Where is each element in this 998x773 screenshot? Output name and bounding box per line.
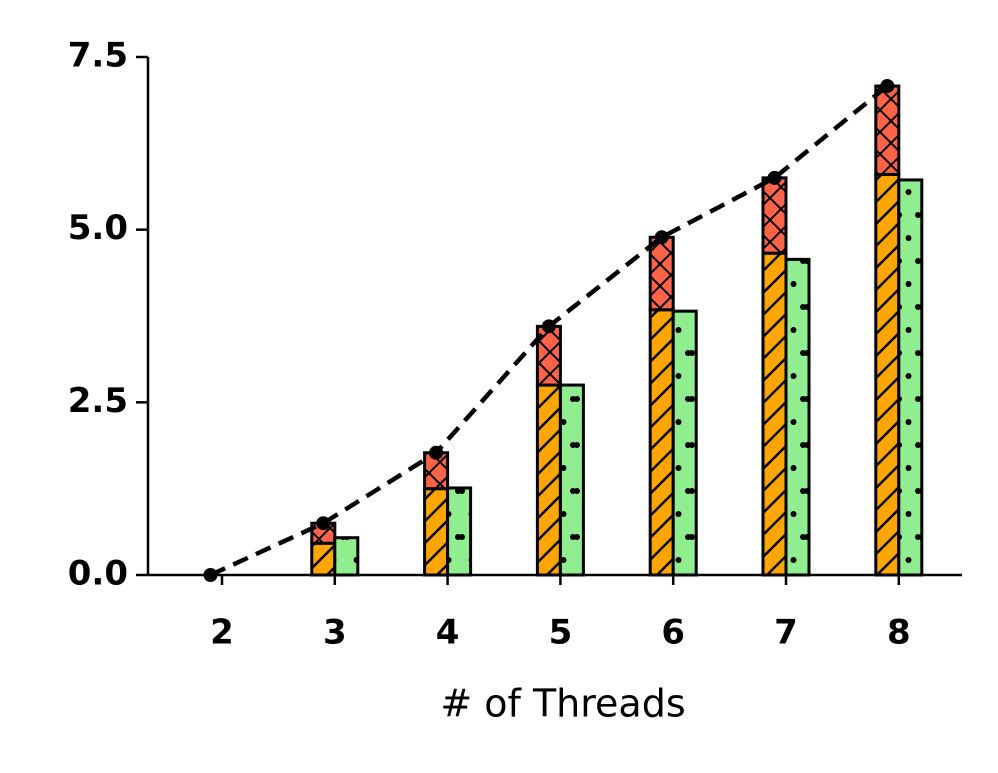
bar-hatch xyxy=(671,309,698,577)
trend-point xyxy=(429,445,444,460)
x-axis-label: # of Threads xyxy=(440,682,685,726)
x-tick-label: 3 xyxy=(323,613,347,653)
bar-hatch xyxy=(761,176,788,255)
y-tick-label: 2.5 xyxy=(68,381,128,421)
x-tick-label: 5 xyxy=(549,613,573,653)
bar-hatch xyxy=(874,172,901,577)
x-tick-label: 4 xyxy=(436,613,460,653)
bar-hatch xyxy=(784,257,811,577)
bar-hatch xyxy=(558,383,585,577)
x-tick-label: 6 xyxy=(661,613,685,653)
bar-hatch xyxy=(446,486,473,577)
y-tick-label: 7.5 xyxy=(68,36,128,76)
x-tick-label: 8 xyxy=(887,613,911,653)
bar-hatch xyxy=(897,178,924,577)
y-tick-label: 5.0 xyxy=(68,208,128,248)
trend-point xyxy=(767,170,782,185)
x-tick-label: 7 xyxy=(774,613,798,653)
bar-hatch xyxy=(874,84,901,176)
trend-point xyxy=(880,79,895,94)
trend-point xyxy=(541,319,556,334)
bar-hatch xyxy=(648,308,675,577)
bar-hatch xyxy=(310,541,337,577)
y-tick-label: 0.0 xyxy=(68,554,128,594)
trend-point xyxy=(316,516,331,531)
bar-hatch xyxy=(333,536,360,577)
bar-hatch xyxy=(648,235,675,312)
bar-hatch xyxy=(535,383,562,577)
x-tick-label: 2 xyxy=(210,613,234,653)
bar-hatch xyxy=(423,487,450,577)
trend-point xyxy=(654,230,669,245)
bar-hatch xyxy=(761,251,788,577)
